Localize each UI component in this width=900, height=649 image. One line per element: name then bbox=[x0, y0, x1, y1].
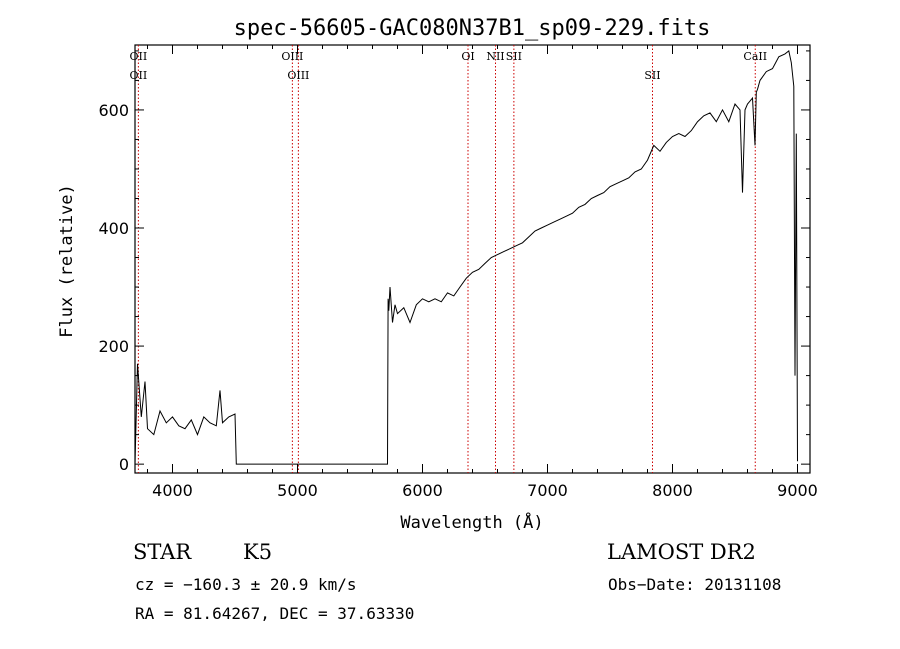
y-tick-label-600: 600 bbox=[98, 101, 129, 120]
x-tick-label-9000: 9000 bbox=[777, 481, 818, 500]
y-axis-label: Flux (relative) bbox=[57, 184, 77, 338]
spectrum-line bbox=[134, 50, 798, 465]
line-label-lower-0: OII bbox=[130, 69, 148, 82]
object-subclass: K5 bbox=[243, 540, 273, 564]
x-tick-label-8000: 8000 bbox=[652, 481, 693, 500]
survey-name: LAMOST DR2 bbox=[607, 540, 756, 564]
line-label-upper-4: NII bbox=[486, 50, 504, 63]
x-tick-label-5000: 5000 bbox=[277, 481, 318, 500]
obs-date-text: Obs−Date: 20131108 bbox=[608, 575, 782, 594]
velocity-text: cz = −160.3 ± 20.9 km/s bbox=[135, 575, 357, 594]
line-label-upper-3: OI bbox=[461, 50, 474, 63]
x-tick-label-6000: 6000 bbox=[402, 481, 443, 500]
y-tick-label-400: 400 bbox=[98, 219, 129, 238]
object-class: STAR bbox=[133, 540, 192, 564]
line-label-upper-7: CaII bbox=[743, 50, 767, 63]
y-tick-label-200: 200 bbox=[98, 337, 129, 356]
line-label-upper-1: OIII bbox=[281, 50, 303, 63]
line-label-upper-0: OII bbox=[130, 50, 148, 63]
line-label-lower-2: OIII bbox=[287, 69, 309, 82]
plot-frame bbox=[134, 44, 811, 474]
x-tick-label-4000: 4000 bbox=[152, 481, 193, 500]
axis-ticks: 4000 5000 6000 7000 8000 9000 0 200 400 600 bbox=[98, 45, 818, 500]
line-label-lower-6: SII bbox=[644, 69, 660, 82]
x-tick-label-7000: 7000 bbox=[527, 481, 568, 500]
chart-title: spec-56605-GAC080N37B1_sp09-229.fits bbox=[234, 16, 711, 41]
x-axis-label: Wavelength (Å) bbox=[400, 511, 543, 533]
y-tick-label-0: 0 bbox=[119, 455, 129, 474]
coords-text: RA = 81.64267, DEC = 37.63330 bbox=[135, 604, 415, 623]
line-label-upper-5: SII bbox=[506, 50, 522, 63]
